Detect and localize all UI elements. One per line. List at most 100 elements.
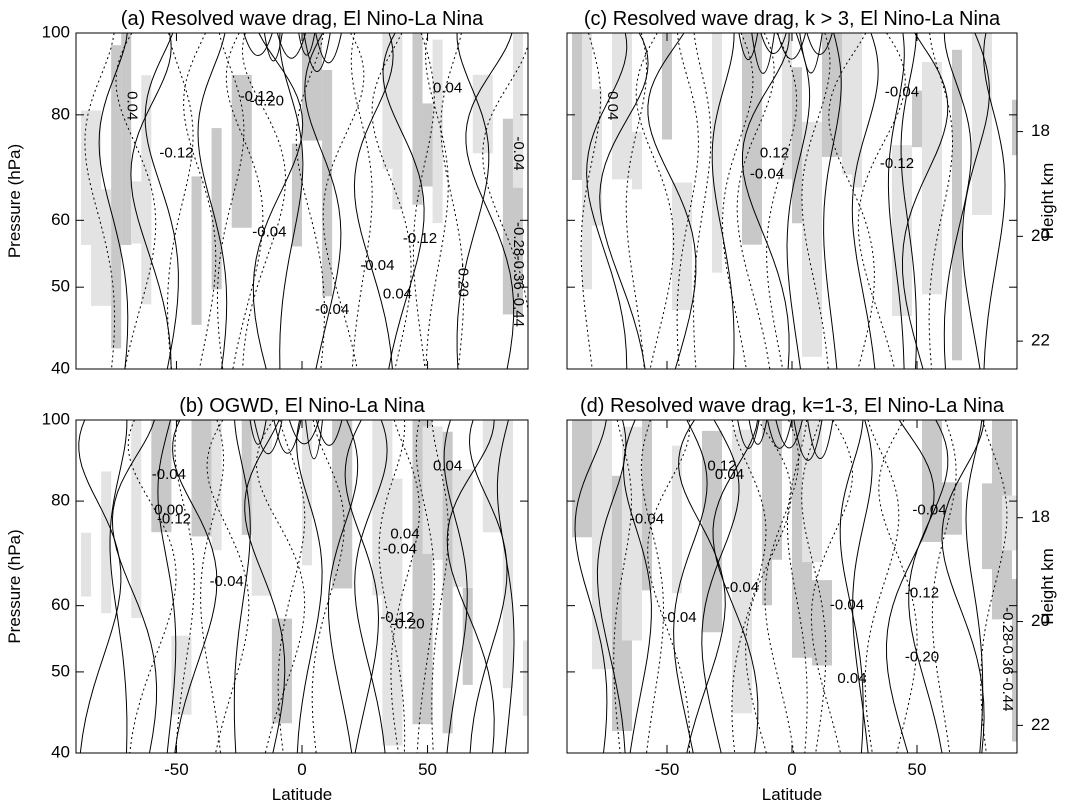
shading-band (852, 33, 862, 188)
shading-band (662, 33, 672, 140)
shading-band (171, 635, 192, 715)
contour-negative (206, 420, 250, 753)
contour-positive (851, 33, 879, 369)
plot-area: 0.04-0.12-0.04-0.20-0.12-0.04-0.040.04-0… (81, 33, 528, 369)
contour-negative (693, 33, 712, 369)
shading-band (302, 33, 323, 141)
contour-label: -0.20 (455, 263, 472, 297)
contour-label: -0.36 (999, 641, 1016, 675)
shading-band (452, 469, 473, 587)
shading-band (642, 420, 652, 591)
contour-positive (983, 33, 1006, 369)
shading-band (302, 420, 313, 566)
y-tick-label: 60 (51, 595, 70, 614)
shading-band (432, 39, 443, 224)
contour-positive (622, 420, 652, 753)
shading-band (672, 445, 682, 594)
contour-positive (144, 33, 179, 369)
y-tick-label: 100 (42, 409, 70, 428)
contour-negative (440, 33, 465, 369)
contour-positive (78, 420, 122, 753)
contour-label: -0.28 (999, 607, 1016, 641)
contour-negative (764, 420, 800, 753)
panel-title: (b) OGWD, El Nino-La Nina (179, 395, 425, 417)
x-axis-label: Latitude (272, 785, 333, 802)
contour-label: -0.44 (510, 293, 527, 327)
shading-band (191, 176, 202, 325)
contour-positive (157, 420, 177, 753)
y-axis-label: Pressure (hPa) (5, 144, 24, 258)
contour-label: -0.04 (885, 84, 919, 101)
contour-negative (721, 33, 754, 369)
contour-label: 0.04 (383, 286, 412, 303)
right-axis-label: Height km (1038, 548, 1057, 625)
contour-positive (751, 33, 775, 74)
contour-positive (249, 420, 267, 445)
plot-area: -0.04-0.12-0.20-0.040.04-0.120.00-0.04 0.… (78, 420, 528, 753)
shading-band (251, 420, 272, 596)
contour-positive (599, 33, 649, 369)
contour-positive (793, 420, 823, 461)
contour-label: 0.04 (433, 457, 462, 474)
shading-band (462, 587, 473, 685)
contour-positive (382, 33, 425, 369)
shading-band (972, 33, 992, 215)
contour-label: -0.12 (880, 155, 914, 172)
contour-negative (647, 420, 691, 753)
shading-band (762, 420, 772, 606)
right-tick-label: 20 (1031, 226, 1050, 245)
contour-label: -0.04 (725, 579, 759, 596)
shading-band (271, 618, 292, 724)
shading-band (322, 70, 333, 297)
contour-negative (295, 33, 325, 369)
shading-band (502, 420, 513, 689)
contour-label: -0.04 (252, 224, 286, 241)
shading-band (482, 420, 503, 533)
right-tick-label: 22 (1031, 331, 1050, 350)
contour-positive (233, 420, 251, 753)
shading-band (211, 128, 222, 290)
contour-positive (807, 420, 834, 459)
contour-positive (943, 33, 972, 369)
contour-positive (839, 420, 864, 753)
panel-b: -0.04-0.12-0.20-0.040.04-0.120.00-0.04 0.… (5, 395, 529, 802)
contour-negative (166, 33, 194, 369)
contour-positive (712, 420, 759, 753)
contour-negative (390, 420, 421, 753)
y-tick-label: 40 (51, 358, 70, 377)
shading-band (121, 33, 132, 245)
contour-label: -0.04 (912, 501, 946, 518)
right-axis-label: Height km (1038, 163, 1057, 240)
plot-area: 0.04 -0.04 0.12 -0.12 -0.04 (572, 33, 1017, 369)
panels: 0.04 -0.12 -0.04 -0.20 -0.12 -0.04 -0.04 0.04 -0… (5, 8, 1057, 802)
contour-label: -0.28 (510, 222, 527, 256)
contour-positive (711, 33, 735, 369)
x-tick-label: 50 (418, 760, 437, 779)
y-tick-label: 100 (42, 22, 70, 41)
contour-label: -0.04 (830, 597, 864, 614)
contour-label: -0.44 (999, 677, 1016, 711)
shading-band (1012, 578, 1017, 742)
contour-positive (941, 420, 985, 753)
contour-positive (777, 33, 807, 60)
contour-negative (174, 420, 195, 753)
contour-negative (766, 33, 798, 369)
contour-positive (276, 33, 307, 59)
contour-positive (961, 33, 990, 369)
contour-positive (172, 420, 218, 753)
contour-positive (748, 420, 768, 445)
contour-positive (586, 33, 628, 369)
contour-negative (225, 33, 264, 369)
contour-positive (900, 33, 918, 369)
contour-negative (613, 420, 633, 753)
contour-negative (736, 33, 775, 369)
panel-c: 0.04 -0.04 0.12 -0.12 -0.04 (c) Resolved wave… (566, 8, 1057, 370)
shading-band (231, 74, 252, 228)
contour-label: -0.12 (157, 511, 191, 528)
contour-positive (678, 420, 726, 753)
contour-label: 0.12 (760, 144, 789, 161)
contour-positive (344, 420, 380, 753)
x-tick-label: 0 (297, 760, 306, 779)
contour-negative (115, 33, 157, 369)
shading-band (91, 189, 112, 306)
